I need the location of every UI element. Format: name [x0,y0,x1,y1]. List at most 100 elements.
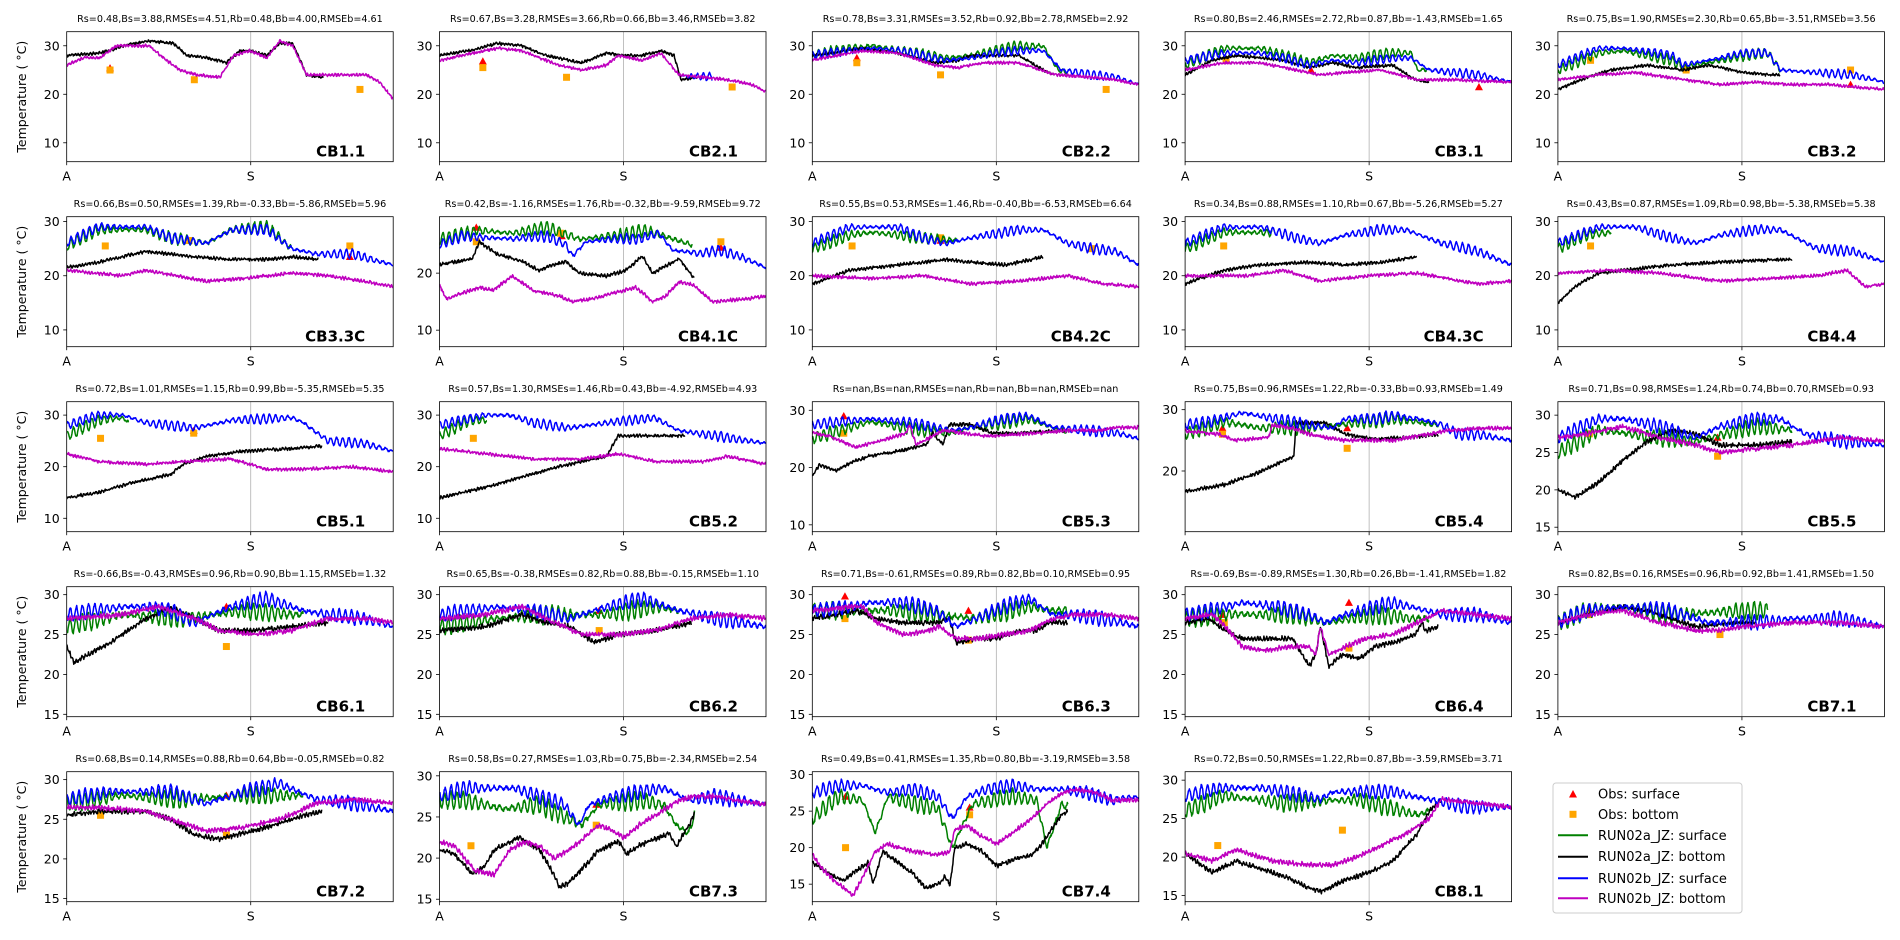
xtick-label: A [435,354,444,369]
run02b-jz-bottom-line [1557,423,1885,455]
run02b-jz-bottom-line [812,48,1139,86]
panel-cb2-2: 10 20 30 A S Rs=0.78,Bs=3.31,RMSEs=3.52,Rb=0.… [789,14,1140,184]
xtick-label: A [1181,909,1190,924]
y-axis-label: Temperature ( °C) [14,596,29,709]
xtick-label: A [62,354,71,369]
run02b-jz-surface-line [439,412,766,445]
run02b-jz-surface-line [1557,45,1885,85]
run02b-jz-bottom-line [439,46,766,93]
run02a-jz-bottom-line [1557,257,1793,305]
obs-surface-marker [1474,82,1483,91]
run02b-jz-bottom-line [1185,795,1512,869]
xtick-label: A [1554,354,1563,369]
panel-cb5-1: 10 20 30 A S Rs=0.72,Bs=1.01,RMSEs=1.15,Rb=0.… [14,384,394,554]
ytick-label: 30 [1535,38,1551,53]
run02a-jz-bottom-line [812,808,1069,890]
run02b-jz-bottom-line [439,274,766,304]
plot-area [1557,45,1885,91]
ytick-label: 30 [44,408,60,423]
station-label: CB5.4 [1435,513,1484,531]
panel-title: Rs=0.75,Bs=0.96,RMSEs=1.22,Rb=-0.33,Bb=0… [1194,384,1503,395]
ytick-label: 20 [789,667,805,682]
panel-cb6-3: 15 20 25 30 A S Rs=0.71,Bs=-0.61,RMSEs=0.89,Rb… [789,569,1140,739]
run02a-jz-bottom-line [1557,428,1793,500]
legend-item-run02a-surface: RUN02a_JZ: surface [1558,829,1727,844]
panel-title: Rs=0.65,Bs=-0.38,RMSEs=0.82,Rb=0.88,Bb=-… [446,569,759,580]
axes-frame [811,771,1140,903]
panel-title: Rs=0.75,Bs=1.90,RMSEs=2.30,Rb=0.65,Bb=-3… [1567,14,1876,25]
run02b-jz-surface-line [1185,223,1512,267]
run02b-jz-surface-line [1185,596,1512,626]
axes-frame [1184,216,1512,348]
legend-item-obs-bottom: Obs: bottom [1569,808,1679,823]
xtick-label: A [62,724,71,739]
run02a-jz-bottom-line [1185,53,1430,84]
y-axis-label: Temperature ( °C) [14,411,29,524]
obs-bottom-marker [1343,444,1351,452]
obs-bottom-marker [563,73,571,81]
ytick-label: 15 [1535,707,1551,722]
obs-bottom-marker [190,429,198,437]
obs-bottom-marker [1714,452,1722,460]
run02a-jz-surface-line [812,787,1069,849]
ytick-label: 25 [1535,627,1551,642]
ytick-label: 20 [1162,268,1178,283]
plot-area [439,591,766,645]
obs-surface-marker [964,606,973,614]
run02a-jz-surface-line [439,790,696,836]
xtick-label: A [62,169,71,184]
ytick-label: 10 [44,511,60,526]
ytick-label: 10 [417,135,433,150]
ytick-label: 20 [789,268,805,283]
legend: Obs: surface Obs: bottom RUN02a_JZ: surf… [1552,782,1743,914]
obs-bottom-marker [842,844,850,852]
xtick-label: S [992,724,1000,739]
axes-frame [1184,31,1512,163]
xtick-label: S [247,354,255,369]
panel-cb4-2c: 10 20 30 A S Rs=0.55,Bs=0.53,RMSEs=1.46,Rb=-0… [789,199,1140,369]
run02a-jz-surface-line [1185,44,1428,73]
ytick-label: 30 [789,214,805,229]
obs-bottom-marker [717,238,725,246]
panel-cb3-2: 10 20 30 A S Rs=0.75,Bs=1.90,RMSEs=2.30,Rb=0.… [1535,14,1885,184]
ytick-label: 30 [1162,214,1178,229]
obs-bottom-marker [1220,242,1228,250]
axes-frame [66,31,394,163]
ytick-label: 25 [44,812,60,827]
run02a-jz-surface-line [812,40,1068,75]
ytick-label: 30 [789,38,805,53]
obs-bottom-marker [97,434,105,442]
xtick-label: A [435,539,444,554]
axes-frame [439,771,767,903]
run02a-jz-bottom-line [439,433,686,500]
panel-cb6-2: 15 20 25 30 A S Rs=0.65,Bs=-0.38,RMSEs=0.82,Rb… [417,569,767,739]
legend-item-run02b-surface: RUN02b_JZ: surface [1558,872,1727,887]
station-label: CB3.1 [1435,143,1484,161]
run02b-jz-bottom-line [1557,608,1885,635]
ytick-label: 30 [417,768,433,783]
panel-title: Rs=0.55,Bs=0.53,RMSEs=1.46,Rb=-0.40,Bb=-… [819,199,1132,210]
xtick-label: S [992,354,1000,369]
ytick-label: 10 [417,511,433,526]
panel-cb8-1: 15 20 25 30 A S Rs=0.72,Bs=0.50,RMSEs=1.22,Rb=… [1162,754,1512,924]
obs-bottom-marker [356,85,364,93]
obs-bottom-marker [1222,56,1230,64]
ytick-label: 30 [1162,38,1178,53]
ytick-label: 10 [1162,322,1178,337]
panel-title: Rs=0.78,Bs=3.31,RMSEs=3.52,Rb=0.92,Bb=2.… [823,14,1129,25]
axes-frame [1557,216,1885,348]
ytick-label: 30 [1535,587,1551,602]
xtick-label: S [620,909,628,924]
station-label: CB5.5 [1807,513,1856,531]
station-label: CB6.4 [1435,698,1484,716]
station-label: CB7.1 [1807,698,1856,716]
ytick-label: 20 [1162,463,1178,478]
ytick-label: 25 [789,804,805,819]
ytick-label: 20 [44,87,60,102]
run02b-jz-surface-line [66,222,394,267]
y-axis-label: Temperature ( °C) [14,781,29,894]
ytick-label: 30 [789,403,805,418]
axes-frame [1184,586,1512,718]
ytick-label: 20 [44,268,60,283]
